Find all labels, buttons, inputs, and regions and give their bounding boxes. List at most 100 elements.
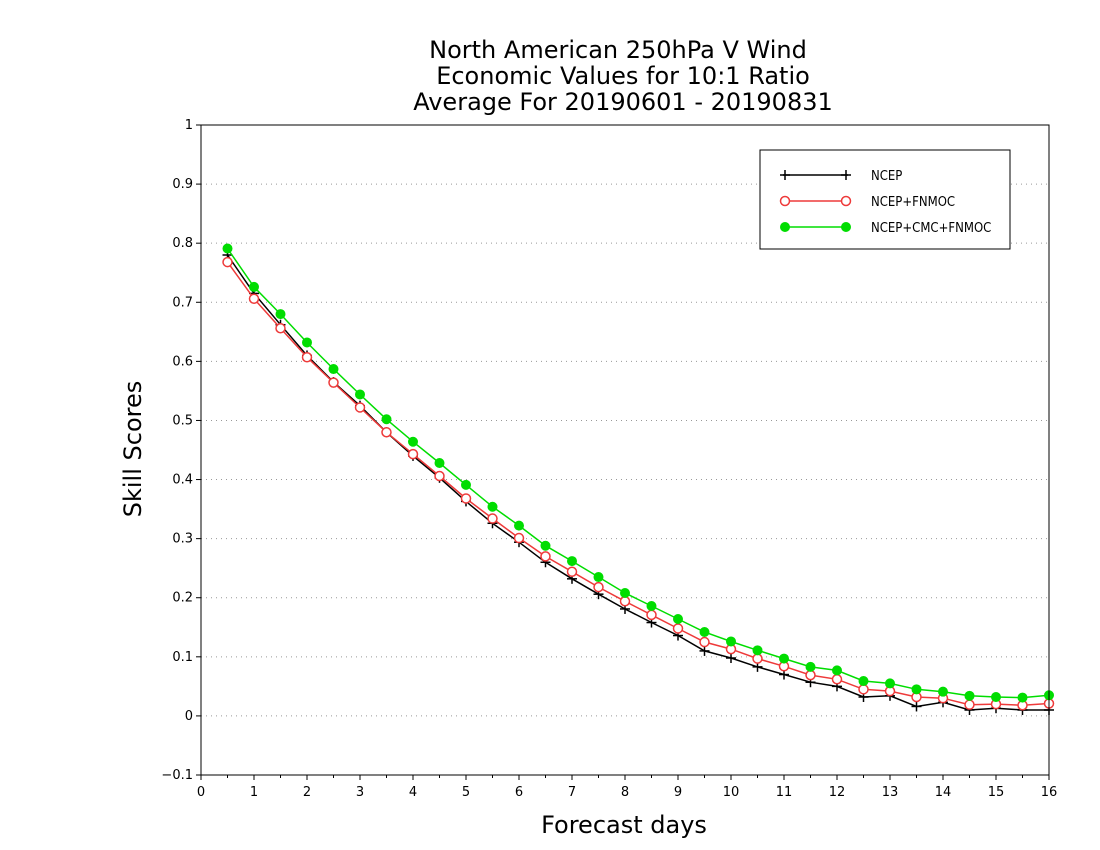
data-point-ncep-cmc-fnmoc <box>779 653 789 664</box>
y-tick-label: 0.6 <box>172 354 193 369</box>
data-point-ncep-cmc-fnmoc <box>249 281 259 292</box>
series-ncep-fnmoc <box>222 256 1055 711</box>
y-tick-label: 0.8 <box>172 236 193 251</box>
data-point-ncep-fnmoc <box>752 653 763 664</box>
data-point-ncep-cmc-fnmoc <box>726 636 736 647</box>
data-point-ncep-cmc-fnmoc <box>381 414 392 425</box>
y-tick-label: 0.5 <box>172 413 193 428</box>
series-ncep <box>222 250 1054 715</box>
grid-lines <box>201 183 1049 717</box>
data-point-ncep-cmc-fnmoc <box>673 614 683 624</box>
x-tick-label: 6 <box>515 785 523 800</box>
legend-marker <box>840 195 852 207</box>
y-tick-label: 1 <box>185 118 193 133</box>
data-point-ncep-cmc-fnmoc <box>752 645 763 656</box>
legend-box <box>759 149 1011 250</box>
data-point-ncep-cmc-fnmoc <box>275 309 286 320</box>
y-axis-label: Skill Scores <box>119 381 147 518</box>
data-point-ncep-cmc-fnmoc <box>885 678 895 689</box>
legend-marker <box>780 222 790 232</box>
x-tick-label: 1 <box>250 785 258 800</box>
chart-title: North American 250hPa V Wind Economic Va… <box>413 36 833 116</box>
x-tick-label: 16 <box>1041 785 1058 800</box>
data-point-ncep-fnmoc <box>434 470 445 482</box>
legend-item-ncep-fnmoc: NCEP+FNMOC <box>779 195 955 210</box>
legend-marker <box>779 195 791 207</box>
data-point-ncep-fnmoc <box>407 448 419 460</box>
data-point-ncep-fnmoc <box>593 581 604 593</box>
series-line-ncep-cmc-fnmoc <box>226 248 1050 699</box>
data-point-ncep-fnmoc <box>672 623 684 634</box>
x-tick-label: 0 <box>197 785 205 800</box>
x-tick-label: 2 <box>303 785 311 800</box>
data-point-ncep-cmc-fnmoc <box>938 686 948 697</box>
data-point-ncep-fnmoc <box>566 566 578 577</box>
x-axis-ticks: 0 1 2 3 4 5 6 7 8 9 10 11 12 13 14 15 16 <box>197 775 1057 800</box>
x-tick-label: 4 <box>409 785 417 800</box>
data-point-ncep-fnmoc <box>460 493 472 504</box>
x-tick-label: 12 <box>829 785 846 800</box>
data-point-ncep-cmc-fnmoc <box>514 520 524 531</box>
series-line-ncep <box>226 254 1049 711</box>
x-tick-label: 3 <box>356 785 364 800</box>
y-tick-label: 0.3 <box>172 532 193 547</box>
data-point-ncep-cmc-fnmoc <box>408 436 418 447</box>
data-point-ncep-cmc-fnmoc <box>222 243 233 254</box>
legend-marker <box>841 170 851 180</box>
data-point-ncep-cmc-fnmoc <box>540 540 551 551</box>
legend-label: NCEP+CMC+FNMOC <box>871 221 991 236</box>
x-tick-label: 5 <box>462 785 470 800</box>
data-point-ncep-fnmoc <box>964 699 975 710</box>
legend: NCEP NCEP+FNMOC NCEP+CMC+FNMOC <box>759 149 1011 250</box>
x-tick-label: 10 <box>723 785 740 800</box>
data-point-ncep-cmc-fnmoc <box>805 661 816 672</box>
data-point-ncep-cmc-fnmoc <box>911 684 922 695</box>
legend-item-ncep-cmc-fnmoc: NCEP+CMC+FNMOC <box>780 221 991 236</box>
data-point-ncep-cmc-fnmoc <box>328 364 339 375</box>
legend-marker <box>841 222 851 232</box>
data-point-ncep-fnmoc <box>858 684 869 695</box>
data-point-ncep-cmc-fnmoc <box>832 665 842 676</box>
title-line-1: North American 250hPa V Wind <box>429 36 807 64</box>
data-point-ncep-fnmoc <box>222 256 233 268</box>
x-tick-label: 14 <box>935 785 952 800</box>
legend-item-ncep: NCEP <box>780 169 902 184</box>
data-point-ncep-fnmoc <box>831 674 843 685</box>
title-line-2: Economic Values for 10:1 Ratio <box>436 62 810 90</box>
data-point-ncep-fnmoc <box>699 636 710 648</box>
series-ncep-cmc-fnmoc <box>222 243 1054 703</box>
x-tick-label: 11 <box>776 785 793 800</box>
title-line-3: Average For 20190601 - 20190831 <box>413 88 833 116</box>
y-tick-label: 0.4 <box>172 473 193 488</box>
y-axis-ticks: −0.1 0 0.1 0.2 0.3 0.4 0.5 0.6 0.7 0.8 0.9 1 <box>161 118 201 783</box>
legend-label: NCEP <box>871 169 902 184</box>
data-point-ncep <box>726 653 736 663</box>
data-point-ncep-cmc-fnmoc <box>593 572 604 583</box>
data-point-ncep-cmc-fnmoc <box>699 627 710 637</box>
x-axis-label: Forecast days <box>541 811 707 839</box>
y-tick-label: 0.7 <box>172 295 193 310</box>
data-point-ncep-fnmoc <box>805 669 816 681</box>
data-series <box>222 243 1055 715</box>
y-tick-label: 0.2 <box>172 591 193 606</box>
data-point-ncep-fnmoc <box>381 427 392 438</box>
x-tick-label: 15 <box>988 785 1005 800</box>
data-point-ncep-fnmoc <box>513 532 525 544</box>
data-point-ncep-cmc-fnmoc <box>302 337 312 348</box>
data-point-ncep <box>699 645 710 656</box>
data-point-ncep-fnmoc <box>619 596 631 607</box>
data-point-ncep-fnmoc <box>275 323 286 334</box>
x-tick-label: 13 <box>882 785 899 800</box>
data-point-ncep-fnmoc <box>248 293 260 304</box>
data-point-ncep-fnmoc <box>301 351 313 363</box>
data-point-ncep-fnmoc <box>540 551 551 562</box>
y-tick-label: −0.1 <box>161 768 193 783</box>
data-point-ncep-fnmoc <box>646 609 657 621</box>
data-point-ncep <box>911 701 922 712</box>
data-point-ncep-cmc-fnmoc <box>620 588 630 598</box>
data-point-ncep-cmc-fnmoc <box>858 676 869 687</box>
data-point-ncep-fnmoc <box>328 377 339 388</box>
legend-marker <box>780 170 790 180</box>
data-point-ncep-cmc-fnmoc <box>434 458 445 468</box>
